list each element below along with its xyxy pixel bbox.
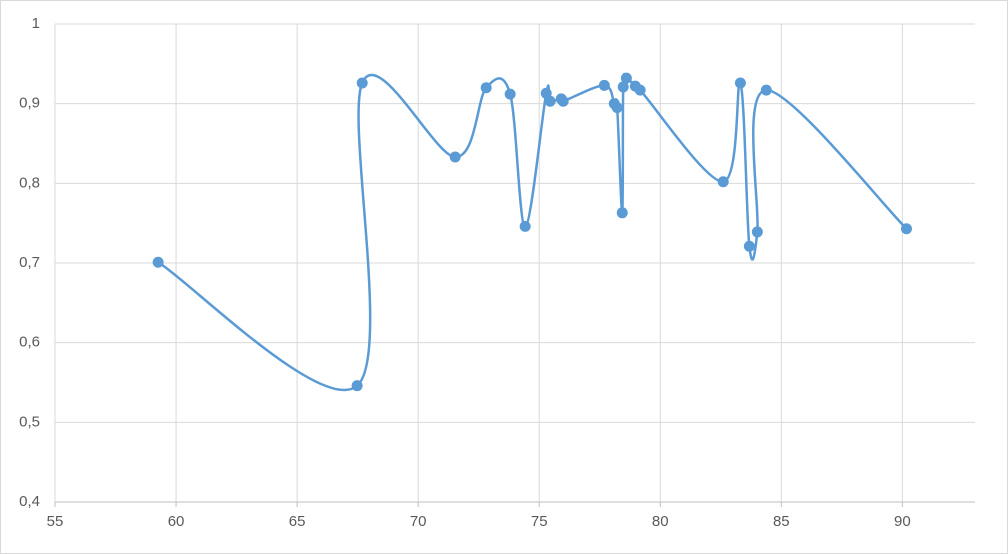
- data-point: [900, 223, 912, 235]
- data-point: [734, 77, 746, 89]
- data-point: [751, 226, 763, 238]
- data-point: [351, 380, 363, 392]
- data-point: [557, 95, 569, 107]
- x-tick-label: 65: [289, 513, 306, 530]
- data-point: [611, 102, 623, 114]
- y-tick-label: 0,4: [19, 493, 40, 510]
- data-point: [519, 220, 531, 232]
- data-point: [617, 81, 629, 93]
- y-tick-label: 0,7: [19, 254, 40, 271]
- data-point: [616, 207, 628, 219]
- data-point: [152, 256, 164, 268]
- y-tick-label: 0,6: [19, 334, 40, 351]
- y-tick-label: 1: [32, 15, 40, 32]
- data-point: [634, 84, 646, 96]
- y-tick-label: 0,8: [19, 174, 40, 191]
- data-point: [743, 240, 755, 252]
- y-tick-label: 0,9: [19, 95, 40, 112]
- x-tick-label: 80: [652, 513, 669, 530]
- data-point: [504, 88, 516, 100]
- x-tick-label: 90: [894, 513, 911, 530]
- x-tick-label: 85: [773, 513, 790, 530]
- data-point: [449, 151, 461, 163]
- y-tick-label: 0,5: [19, 413, 40, 430]
- data-point: [760, 84, 772, 96]
- data-point: [598, 79, 610, 91]
- x-tick-label: 60: [168, 513, 185, 530]
- data-point: [480, 82, 492, 94]
- data-point: [620, 72, 632, 84]
- data-point: [544, 95, 556, 107]
- x-tick-label: 55: [47, 513, 64, 530]
- data-point: [356, 77, 368, 89]
- x-tick-label: 75: [531, 513, 548, 530]
- data-point: [717, 176, 729, 188]
- x-tick-label: 70: [410, 513, 427, 530]
